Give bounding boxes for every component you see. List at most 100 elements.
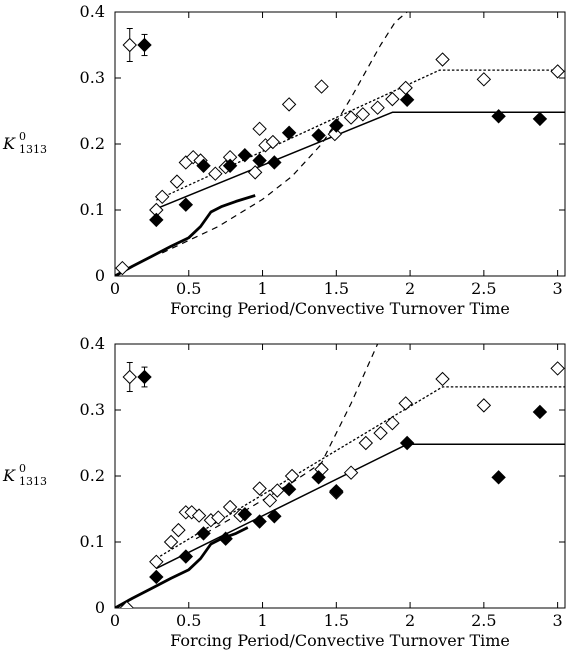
- y-tick-label: 0: [95, 266, 105, 285]
- y-tick-label: 0.3: [80, 68, 105, 87]
- open-diamond-point: [385, 91, 400, 107]
- x-tick-label: 1: [257, 611, 267, 630]
- top-panel: 0 0.5 1 1.5 2 2.5 3 0 0.1 0.2 0.3 0.4 Forcing Period…: [2, 2, 566, 318]
- error-key-open-diamond: [122, 37, 137, 53]
- x-axis-label: Forcing Period/Convective Turnover Time: [170, 299, 510, 318]
- open-diamond-point: [476, 398, 492, 413]
- open-diamond-point: [373, 425, 388, 441]
- filled-diamond-point: [149, 569, 164, 585]
- filled-diamond-point: [267, 155, 282, 170]
- line-dotted: [155, 386, 565, 560]
- x-tick-label: 2.5: [471, 611, 496, 630]
- y-axis-label-sup: 0: [19, 130, 26, 143]
- y-tick-label: 0.4: [80, 334, 105, 353]
- open-diamond-point: [343, 110, 359, 125]
- filled-diamond-point: [196, 158, 211, 173]
- open-diamond-point: [476, 72, 492, 87]
- open-diamond-point: [265, 134, 281, 150]
- open-diamond-point: [211, 510, 226, 525]
- filled-diamond-point: [281, 125, 297, 140]
- open-diamond-point: [281, 97, 297, 112]
- open-diamond-point: [550, 64, 565, 79]
- open-diamond-point: [163, 534, 179, 550]
- open-diamond-point: [550, 361, 565, 376]
- y-axis-label-symbol: K: [2, 466, 16, 485]
- line-solid-thick: [115, 194, 256, 276]
- filled-diamond-point: [237, 148, 253, 163]
- filled-diamond-point: [399, 435, 415, 451]
- open-diamond-point: [149, 554, 164, 570]
- filled-diamond-point: [311, 470, 326, 485]
- open-diamond-point: [355, 107, 371, 122]
- x-tick-label: 2: [405, 611, 415, 630]
- filled-diamond-point: [267, 509, 282, 524]
- y-axis-label-sub: 1313: [19, 475, 47, 488]
- x-tick-label: 1.5: [324, 611, 349, 630]
- open-diamond-point: [343, 465, 359, 480]
- open-diamond-point: [185, 149, 201, 165]
- x-tick-label: 2: [405, 279, 415, 298]
- y-tick-label: 0.2: [80, 134, 105, 153]
- x-axis-label: Forcing Period/Convective Turnover Time: [170, 631, 510, 650]
- y-tick-label: 0.4: [80, 2, 105, 21]
- line-dashed: [195, 344, 379, 540]
- filled-diamond-point: [222, 158, 238, 173]
- filled-diamond-point: [281, 481, 297, 497]
- filled-diamond-point: [329, 118, 344, 133]
- data-layer: [115, 344, 565, 608]
- filled-diamond-point: [311, 128, 326, 143]
- line-solid-thin: [155, 443, 565, 570]
- open-diamond-point: [358, 435, 374, 451]
- open-diamond-point: [119, 600, 135, 608]
- x-tick-label: 0.5: [176, 611, 201, 630]
- x-tick-label: 1: [257, 279, 267, 298]
- filled-diamond-point: [399, 92, 415, 107]
- open-diamond-point: [191, 508, 207, 523]
- x-tick-label: 0: [110, 611, 120, 630]
- filled-diamond-point: [491, 470, 506, 485]
- x-tick-label: 0.5: [176, 279, 201, 298]
- y-axis-label-sub: 1313: [19, 143, 47, 156]
- x-tick-label: 3: [553, 279, 563, 298]
- filled-diamond-point: [329, 483, 344, 499]
- error-key-filled-diamond: [137, 369, 152, 385]
- y-axis-label-sup: 0: [19, 462, 26, 475]
- open-diamond-point: [284, 468, 300, 484]
- y-tick-label: 0.3: [80, 400, 105, 419]
- open-diamond-point: [314, 79, 329, 94]
- y-tick-label: 0.1: [80, 200, 105, 219]
- x-tick-label: 2.5: [471, 279, 496, 298]
- filled-diamond-point: [149, 212, 164, 228]
- filled-diamond-point: [252, 514, 267, 529]
- error-key-filled-diamond: [137, 37, 152, 53]
- open-diamond-point: [435, 52, 450, 67]
- filled-diamond-point: [491, 109, 506, 124]
- open-diamond-point: [208, 166, 223, 181]
- error-key-open-diamond: [122, 369, 137, 385]
- filled-diamond-point: [237, 507, 253, 522]
- y-axis-label-symbol: K: [2, 134, 16, 153]
- plot-frame: [114, 11, 566, 277]
- filled-diamond-point: [532, 111, 548, 127]
- open-diamond-point: [270, 483, 285, 498]
- y-axis-label: K: [2, 134, 16, 153]
- filled-diamond-point: [252, 153, 267, 168]
- y-tick-label: 0.1: [80, 532, 105, 551]
- open-diamond-point: [171, 522, 186, 538]
- data-layer: [115, 12, 565, 276]
- filled-diamond-point: [178, 197, 194, 212]
- x-tick-label: 1.5: [324, 279, 349, 298]
- open-diamond-point: [385, 415, 400, 431]
- filled-diamond-point: [196, 526, 211, 541]
- y-tick-label: 0.2: [80, 466, 105, 485]
- open-diamond-point: [155, 189, 170, 205]
- open-diamond-point: [222, 499, 238, 515]
- open-diamond-point: [262, 493, 278, 508]
- line-dotted: [156, 69, 565, 201]
- y-tick-label: 0: [95, 598, 105, 617]
- filled-diamond-point: [532, 404, 548, 420]
- line-solid-thin: [156, 111, 565, 210]
- filled-diamond-point: [218, 531, 233, 546]
- open-diamond-point: [398, 396, 413, 411]
